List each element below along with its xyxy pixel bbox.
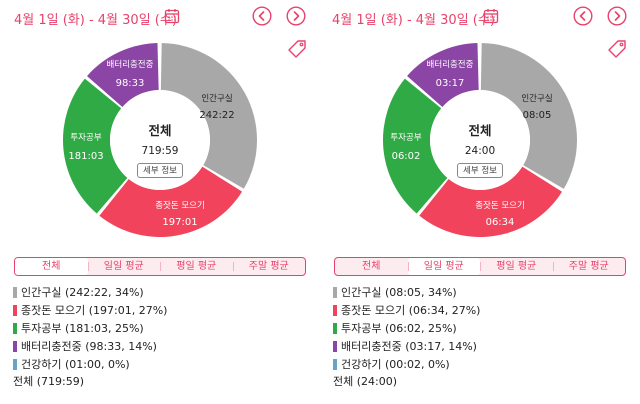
legend-swatch (333, 286, 337, 298)
legend: 인간구실 (242:22, 34%) 종잣돈 모으기 (197:01, 27%)… (13, 283, 167, 391)
segment-value: 06:02 (392, 151, 421, 162)
report-panel-total: 4월 1일 (화) - 4월 30일 (수) 인간구실 242:22 종잣돈 모… (13, 6, 308, 391)
segment-battery[interactable] (87, 43, 159, 108)
donut-chart[interactable]: 인간구실 242:22 종잣돈 모으기 197:01 투자공부 181:03 배… (60, 40, 260, 240)
report-panel-daily-average: 4월 1일 (화) - 4월 30일 (수) 인간구실 08:05 종잣돈 모으… (320, 0, 640, 404)
legend-text: 건강하기 (00:02, 0%) (341, 358, 450, 371)
segment-tujagongbu[interactable] (383, 78, 448, 214)
date-range[interactable]: 4월 1일 (화) - 4월 30일 (수) (14, 13, 177, 28)
legend-swatch (13, 358, 17, 370)
chevron-right-icon[interactable] (286, 6, 306, 26)
legend-swatch (333, 322, 337, 334)
legend-text: 배터리충전중 (03:17, 14%) (341, 340, 477, 353)
legend-item: 배터리충전중 (03:17, 14%) (333, 337, 480, 355)
legend-item: 종잣돈 모으기 (06:34, 27%) (333, 301, 480, 319)
segment-value: 181:03 (68, 151, 103, 162)
chevron-left-icon[interactable] (573, 6, 593, 26)
center-total-value: 719:59 (142, 145, 179, 157)
legend-item: 종잣돈 모으기 (197:01, 27%) (13, 301, 167, 319)
legend-item: 투자공부 (181:03, 25%) (13, 319, 167, 337)
segment-ingangusil[interactable] (160, 43, 257, 189)
date-range[interactable]: 4월 1일 (화) - 4월 30일 (수) (332, 13, 495, 28)
legend: 인간구실 (08:05, 34%) 종잣돈 모으기 (06:34, 27%) 투… (333, 283, 480, 391)
tab-weekend-average[interactable]: 주말 평균 (232, 258, 306, 275)
segment-label: 인간구실 (201, 93, 232, 104)
segment-value: 06:34 (486, 217, 515, 228)
segment-value: 08:05 (523, 110, 552, 121)
legend-text: 인간구실 (08:05, 34%) (341, 286, 457, 299)
center-total-value: 24:00 (465, 145, 495, 157)
tab-weekday-average[interactable]: 평일 평균 (480, 258, 553, 275)
tab-weekday-average[interactable]: 평일 평균 (160, 258, 233, 275)
legend-item: 배터리충전중 (98:33, 14%) (13, 337, 167, 355)
segment-label: 배터리충전중 (107, 59, 154, 70)
segment-label: 배터리충전중 (427, 59, 474, 70)
chevron-right-icon[interactable] (607, 6, 627, 26)
segment-value: 03:17 (436, 78, 465, 89)
legend-swatch (13, 322, 17, 334)
legend-swatch (13, 286, 17, 298)
tab-total[interactable]: 전체 (15, 258, 88, 275)
center-title: 전체 (148, 123, 171, 138)
segment-jongjatdon[interactable] (99, 166, 243, 237)
donut-chart[interactable]: 인간구실 08:05 종잣돈 모으기 06:34 투자공부 06:02 배터리충… (380, 40, 580, 240)
chevron-left-icon[interactable] (252, 6, 272, 26)
legend-swatch (13, 340, 17, 352)
donut-center (430, 90, 530, 190)
legend-text: 종잣돈 모으기 (06:34, 27%) (341, 304, 481, 317)
legend-swatch (13, 304, 17, 316)
legend-text: 배터리충전중 (98:33, 14%) (21, 340, 157, 353)
legend-text: 투자공부 (181:03, 25%) (21, 322, 144, 335)
segment-value: 197:01 (162, 217, 197, 228)
average-tabs: 전체 일일 평균 평일 평균 주말 평균 (14, 257, 306, 276)
legend-swatch (333, 340, 337, 352)
detail-info-button[interactable]: 세부 정보 (457, 163, 503, 178)
legend-item: 건강하기 (00:02, 0%) (333, 355, 480, 373)
average-tabs: 전체 일일 평균 평일 평균 주말 평균 (334, 257, 626, 276)
tab-total[interactable]: 전체 (362, 261, 381, 272)
segment-ingangusil[interactable] (480, 43, 577, 189)
legend-item: 건강하기 (01:00, 0%) (13, 355, 167, 373)
segment-label: 투자공부 (390, 133, 421, 143)
legend-item: 인간구실 (08:05, 34%) (333, 283, 480, 301)
calendar-icon[interactable] (483, 8, 499, 24)
segment-label: 종잣돈 모으기 (475, 200, 525, 211)
segment-value: 242:22 (199, 110, 234, 121)
legend-swatch (333, 304, 337, 316)
segment-battery[interactable] (407, 43, 479, 108)
segment-label: 투자공부 (70, 133, 101, 143)
tab-weekend-average[interactable]: 주말 평균 (552, 258, 626, 275)
legend-item: 인간구실 (242:22, 34%) (13, 283, 167, 301)
donut-center (110, 90, 210, 190)
tag-icon[interactable] (286, 38, 308, 60)
legend-item: 투자공부 (06:02, 25%) (333, 319, 480, 337)
legend-total: 전체 (719:59) (13, 375, 85, 388)
tab-daily-average[interactable]: 일일 평균 (87, 258, 161, 275)
legend-text: 인간구실 (242:22, 34%) (21, 286, 144, 299)
tab-daily-average[interactable]: 일일 평균 (407, 258, 480, 275)
tag-icon[interactable] (606, 38, 628, 60)
legend-swatch (333, 358, 337, 370)
legend-total: 전체 (24:00) (333, 375, 398, 388)
center-title: 전체 (468, 123, 491, 138)
segment-label: 인간구실 (521, 93, 552, 104)
segment-value: 98:33 (116, 78, 145, 89)
segment-jongjatdon[interactable] (419, 166, 563, 237)
legend-text: 종잣돈 모으기 (197:01, 27%) (21, 304, 168, 317)
legend-text: 건강하기 (01:00, 0%) (21, 358, 130, 371)
segment-tujagongbu[interactable] (63, 78, 128, 214)
legend-text: 투자공부 (06:02, 25%) (341, 322, 457, 335)
calendar-icon[interactable] (164, 8, 180, 24)
detail-info-button[interactable]: 세부 정보 (137, 163, 183, 178)
segment-label: 종잣돈 모으기 (155, 200, 205, 211)
